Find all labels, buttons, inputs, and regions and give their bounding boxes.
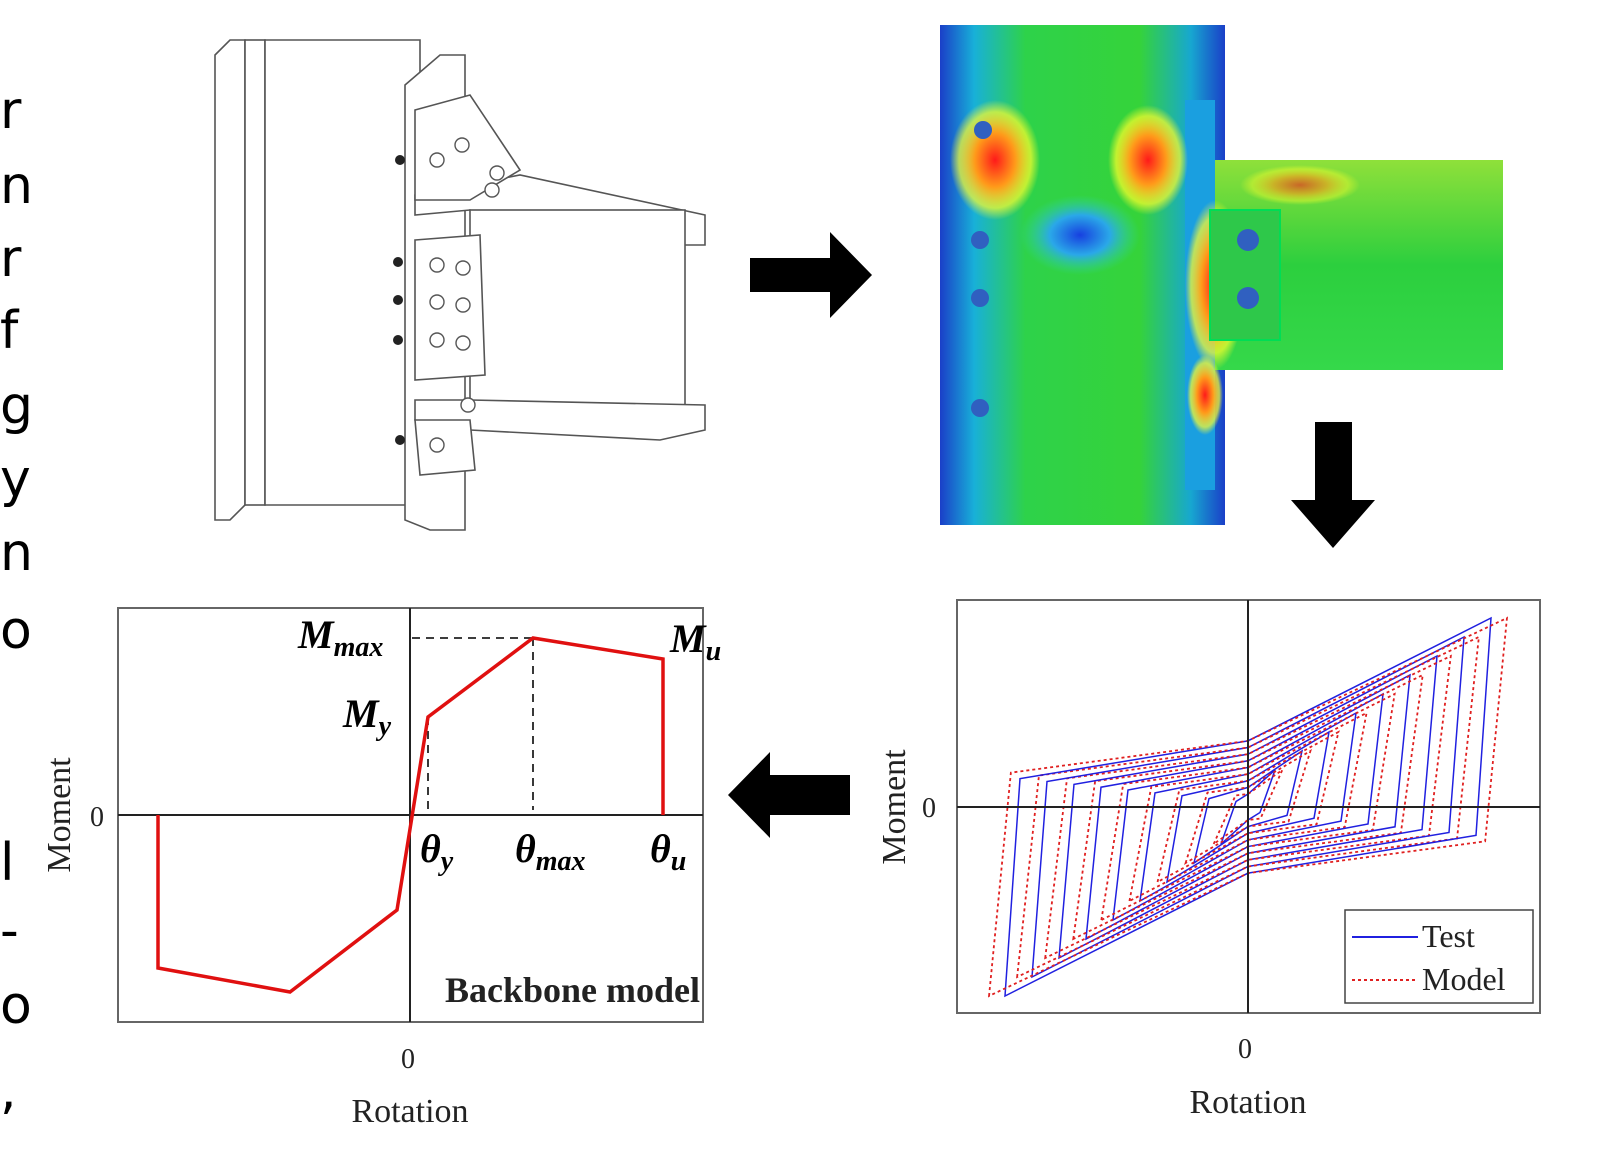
connection-sketch [215,40,705,530]
side-letter: , [0,1061,17,1121]
m-max-label: Mmax [297,612,383,663]
symbol: M [669,616,707,661]
subscript: u [671,846,687,877]
symbol: θ [420,826,441,871]
side-letter: f [0,301,20,361]
side-letter: r [0,81,22,141]
x-label: Rotation [1189,1084,1306,1121]
subscript: u [706,636,722,667]
subscript: max [334,632,384,663]
y-zero: 0 [922,793,936,824]
theta-u-label: θu [650,826,686,877]
symbol: M [342,691,380,736]
y-label: Moment [41,757,78,873]
side-letter: y [0,449,31,509]
subscript: max [536,846,586,877]
backbone-chart: 0 0 Rotation Moment Backbone model Mmax … [41,608,721,1130]
y-label: Moment [876,749,913,865]
theta-y-label: θy [420,826,454,877]
panel-title: Backbone model [445,970,700,1010]
symbol: θ [650,826,671,871]
side-letter: n [0,156,33,216]
figure: rnrfgynol-o, [0,0,1599,1150]
fe-contour [940,25,1503,525]
m-y-label: My [342,691,392,742]
x-label: Rotation [351,1093,468,1130]
x-zero: 0 [1238,1034,1252,1065]
side-letter: - [0,901,19,961]
side-letter: r [0,229,22,289]
side-letter: n [0,523,33,583]
hysteresis-chart: 0 0 Rotation Moment Test Model [876,600,1540,1121]
symbol: θ [515,826,536,871]
legend-entry: Model [1422,961,1506,997]
symbol: M [297,612,335,657]
side-letter: l [0,833,14,893]
y-zero: 0 [90,802,104,833]
legend-entry: Test [1422,918,1475,954]
m-u-label: Mu [669,616,721,667]
subscript: y [438,846,454,877]
side-letter: g [0,376,33,436]
side-letter: o [0,976,32,1036]
side-letter: o [0,601,32,661]
x-zero: 0 [401,1044,415,1075]
theta-max-label: θmax [515,826,586,877]
subscript: y [376,711,392,742]
